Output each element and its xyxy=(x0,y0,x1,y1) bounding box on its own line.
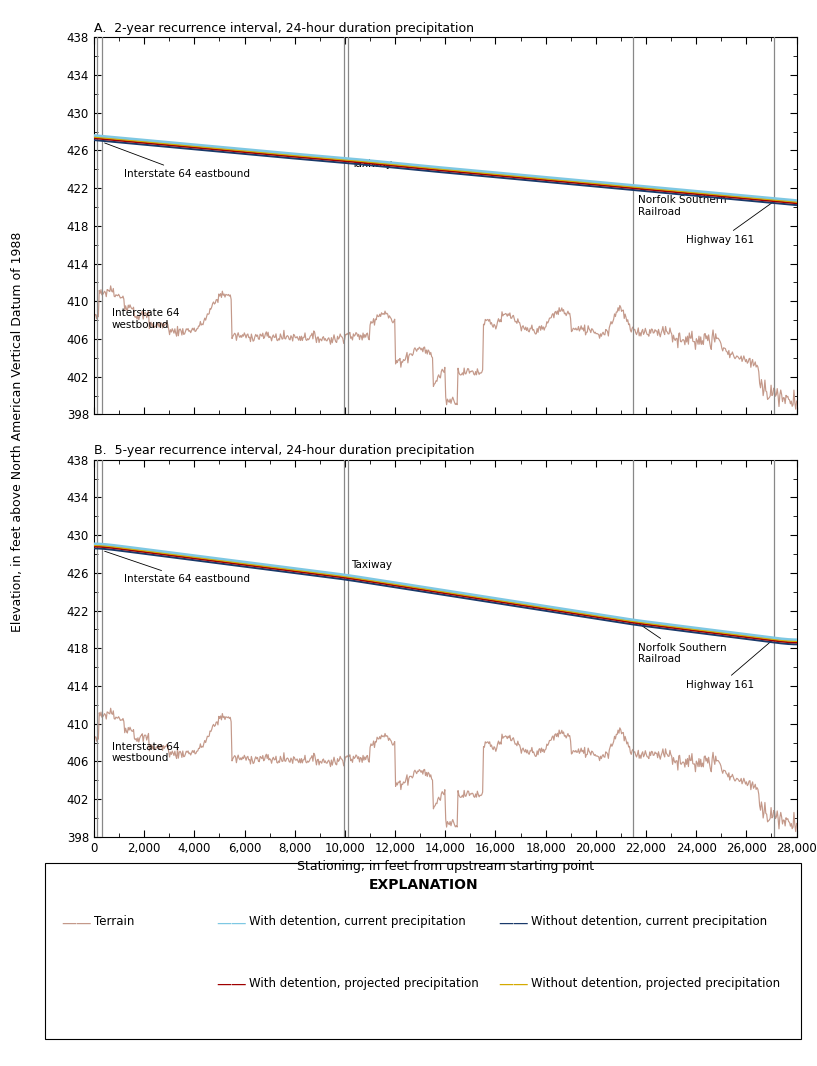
Text: With detention, projected precipitation: With detention, projected precipitation xyxy=(249,978,479,990)
Text: B.  5-year recurrence interval, 24-hour duration precipitation: B. 5-year recurrence interval, 24-hour d… xyxy=(94,445,475,457)
Text: Highway 161: Highway 161 xyxy=(686,641,772,690)
Text: With detention, current precipitation: With detention, current precipitation xyxy=(249,916,466,928)
Text: Interstate 64
westbound: Interstate 64 westbound xyxy=(111,742,179,763)
Text: EXPLANATION: EXPLANATION xyxy=(368,878,478,892)
Text: ——: —— xyxy=(217,978,247,992)
Text: Without detention, projected precipitation: Without detention, projected precipitati… xyxy=(531,978,780,990)
Text: Taxiway: Taxiway xyxy=(351,160,392,169)
Text: Interstate 64
westbound: Interstate 64 westbound xyxy=(111,308,179,329)
Text: Norfolk Southern
Railroad: Norfolk Southern Railroad xyxy=(636,188,727,216)
Text: ——: —— xyxy=(217,916,247,931)
Text: Terrain: Terrain xyxy=(94,916,134,928)
Text: ——: —— xyxy=(61,916,92,931)
Text: ——: —— xyxy=(498,916,529,931)
Text: Interstate 64 eastbound: Interstate 64 eastbound xyxy=(105,143,250,179)
Text: A.  2-year recurrence interval, 24-hour duration precipitation: A. 2-year recurrence interval, 24-hour d… xyxy=(94,21,474,35)
Text: Without detention, current precipitation: Without detention, current precipitation xyxy=(531,916,767,928)
X-axis label: Stationing, in feet from upstream starting point: Stationing, in feet from upstream starti… xyxy=(297,860,594,873)
Text: Norfolk Southern
Railroad: Norfolk Southern Railroad xyxy=(636,621,727,664)
Text: ——: —— xyxy=(498,978,529,992)
Text: Taxiway: Taxiway xyxy=(351,560,392,570)
Text: Interstate 64 eastbound: Interstate 64 eastbound xyxy=(105,551,250,584)
Text: Elevation, in feet above North American Vertical Datum of 1988: Elevation, in feet above North American … xyxy=(11,231,25,632)
Text: Highway 161: Highway 161 xyxy=(686,203,772,245)
